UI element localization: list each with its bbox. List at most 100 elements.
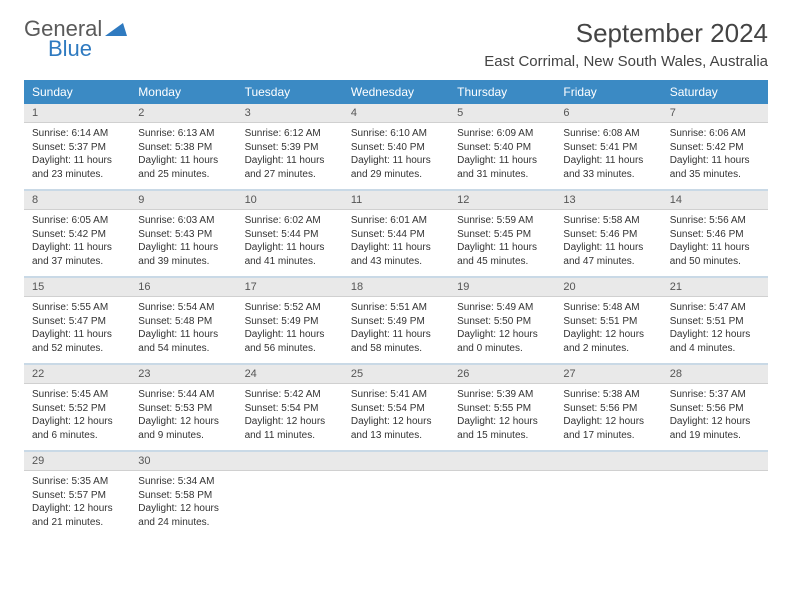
day-number — [237, 452, 343, 470]
day-number: 27 — [555, 365, 661, 383]
day-number — [555, 452, 661, 470]
day-number: 18 — [343, 278, 449, 296]
day-cell: Sunrise: 6:12 AMSunset: 5:39 PMDaylight:… — [237, 123, 343, 189]
day-cell: Sunrise: 5:51 AMSunset: 5:49 PMDaylight:… — [343, 297, 449, 363]
sunrise-line: Sunrise: 5:35 AM — [32, 475, 122, 489]
sunset-line: Sunset: 5:52 PM — [32, 402, 122, 416]
sunset-line: Sunset: 5:44 PM — [245, 228, 335, 242]
day-number: 23 — [130, 365, 236, 383]
sunset-line: Sunset: 5:53 PM — [138, 402, 228, 416]
daylight-line: Daylight: 12 hours and 13 minutes. — [351, 415, 441, 442]
day-cell: Sunrise: 6:05 AMSunset: 5:42 PMDaylight:… — [24, 210, 130, 276]
sunset-line: Sunset: 5:47 PM — [32, 315, 122, 329]
daylight-line: Daylight: 12 hours and 0 minutes. — [457, 328, 547, 355]
sunrise-line: Sunrise: 6:03 AM — [138, 214, 228, 228]
sunset-line: Sunset: 5:39 PM — [245, 141, 335, 155]
day-cell: Sunrise: 6:06 AMSunset: 5:42 PMDaylight:… — [662, 123, 768, 189]
day-cell: Sunrise: 5:47 AMSunset: 5:51 PMDaylight:… — [662, 297, 768, 363]
weekday-header-row: SundayMondayTuesdayWednesdayThursdayFrid… — [24, 80, 768, 104]
daylight-line: Daylight: 12 hours and 11 minutes. — [245, 415, 335, 442]
day-cell: Sunrise: 5:39 AMSunset: 5:55 PMDaylight:… — [449, 384, 555, 450]
day-number: 10 — [237, 191, 343, 209]
day-number: 11 — [343, 191, 449, 209]
day-cell: Sunrise: 5:38 AMSunset: 5:56 PMDaylight:… — [555, 384, 661, 450]
sunset-line: Sunset: 5:42 PM — [670, 141, 760, 155]
sunset-line: Sunset: 5:40 PM — [351, 141, 441, 155]
day-number: 22 — [24, 365, 130, 383]
day-cell: Sunrise: 5:35 AMSunset: 5:57 PMDaylight:… — [24, 471, 130, 537]
sunset-line: Sunset: 5:43 PM — [138, 228, 228, 242]
day-number: 19 — [449, 278, 555, 296]
sunset-line: Sunset: 5:48 PM — [138, 315, 228, 329]
sunrise-line: Sunrise: 6:06 AM — [670, 127, 760, 141]
header-right: September 2024 East Corrimal, New South … — [484, 18, 768, 70]
day-cell — [343, 471, 449, 537]
sunset-line: Sunset: 5:37 PM — [32, 141, 122, 155]
day-cell: Sunrise: 5:45 AMSunset: 5:52 PMDaylight:… — [24, 384, 130, 450]
day-number: 5 — [449, 104, 555, 122]
sunset-line: Sunset: 5:46 PM — [670, 228, 760, 242]
day-cell: Sunrise: 6:10 AMSunset: 5:40 PMDaylight:… — [343, 123, 449, 189]
sunrise-line: Sunrise: 6:14 AM — [32, 127, 122, 141]
daylight-line: Daylight: 11 hours and 33 minutes. — [563, 154, 653, 181]
daylight-line: Daylight: 11 hours and 27 minutes. — [245, 154, 335, 181]
sunrise-line: Sunrise: 6:02 AM — [245, 214, 335, 228]
day-cell: Sunrise: 5:44 AMSunset: 5:53 PMDaylight:… — [130, 384, 236, 450]
week-row: Sunrise: 6:05 AMSunset: 5:42 PMDaylight:… — [24, 210, 768, 276]
sunrise-line: Sunrise: 6:08 AM — [563, 127, 653, 141]
day-cell: Sunrise: 6:09 AMSunset: 5:40 PMDaylight:… — [449, 123, 555, 189]
weekday-header: Thursday — [449, 80, 555, 104]
sunrise-line: Sunrise: 5:54 AM — [138, 301, 228, 315]
day-number — [343, 452, 449, 470]
daylight-line: Daylight: 12 hours and 19 minutes. — [670, 415, 760, 442]
sunset-line: Sunset: 5:45 PM — [457, 228, 547, 242]
daylight-line: Daylight: 12 hours and 17 minutes. — [563, 415, 653, 442]
day-cell: Sunrise: 5:34 AMSunset: 5:58 PMDaylight:… — [130, 471, 236, 537]
day-number — [662, 452, 768, 470]
sunset-line: Sunset: 5:50 PM — [457, 315, 547, 329]
day-number: 21 — [662, 278, 768, 296]
daylight-line: Daylight: 11 hours and 56 minutes. — [245, 328, 335, 355]
day-cell — [449, 471, 555, 537]
day-cell: Sunrise: 5:49 AMSunset: 5:50 PMDaylight:… — [449, 297, 555, 363]
day-cell: Sunrise: 5:37 AMSunset: 5:56 PMDaylight:… — [662, 384, 768, 450]
day-cell: Sunrise: 6:14 AMSunset: 5:37 PMDaylight:… — [24, 123, 130, 189]
day-number-row: 15161718192021 — [24, 278, 768, 297]
day-cell: Sunrise: 6:02 AMSunset: 5:44 PMDaylight:… — [237, 210, 343, 276]
day-number-row: 2930 — [24, 452, 768, 471]
daylight-line: Daylight: 12 hours and 24 minutes. — [138, 502, 228, 529]
day-number: 12 — [449, 191, 555, 209]
day-number: 6 — [555, 104, 661, 122]
month-title: September 2024 — [484, 18, 768, 49]
sunset-line: Sunset: 5:54 PM — [245, 402, 335, 416]
weekday-header: Wednesday — [343, 80, 449, 104]
day-number: 16 — [130, 278, 236, 296]
daylight-line: Daylight: 11 hours and 54 minutes. — [138, 328, 228, 355]
week-row: Sunrise: 6:14 AMSunset: 5:37 PMDaylight:… — [24, 123, 768, 189]
sunrise-line: Sunrise: 6:10 AM — [351, 127, 441, 141]
day-number-row: 891011121314 — [24, 191, 768, 210]
day-cell: Sunrise: 6:08 AMSunset: 5:41 PMDaylight:… — [555, 123, 661, 189]
sunset-line: Sunset: 5:49 PM — [245, 315, 335, 329]
day-cell: Sunrise: 6:03 AMSunset: 5:43 PMDaylight:… — [130, 210, 236, 276]
sunset-line: Sunset: 5:55 PM — [457, 402, 547, 416]
sunset-line: Sunset: 5:49 PM — [351, 315, 441, 329]
logo-word-blue: Blue — [48, 38, 92, 60]
day-number: 14 — [662, 191, 768, 209]
sunrise-line: Sunrise: 5:48 AM — [563, 301, 653, 315]
daylight-line: Daylight: 11 hours and 43 minutes. — [351, 241, 441, 268]
sunrise-line: Sunrise: 5:55 AM — [32, 301, 122, 315]
sunrise-line: Sunrise: 5:41 AM — [351, 388, 441, 402]
day-number: 4 — [343, 104, 449, 122]
day-number: 24 — [237, 365, 343, 383]
day-cell: Sunrise: 5:42 AMSunset: 5:54 PMDaylight:… — [237, 384, 343, 450]
weekday-header: Sunday — [24, 80, 130, 104]
weekday-header: Friday — [555, 80, 661, 104]
day-cell: Sunrise: 5:56 AMSunset: 5:46 PMDaylight:… — [662, 210, 768, 276]
location: East Corrimal, New South Wales, Australi… — [484, 53, 768, 70]
sunrise-line: Sunrise: 5:38 AM — [563, 388, 653, 402]
sunset-line: Sunset: 5:40 PM — [457, 141, 547, 155]
day-cell: Sunrise: 6:13 AMSunset: 5:38 PMDaylight:… — [130, 123, 236, 189]
day-number-row: 1234567 — [24, 104, 768, 123]
daylight-line: Daylight: 11 hours and 23 minutes. — [32, 154, 122, 181]
